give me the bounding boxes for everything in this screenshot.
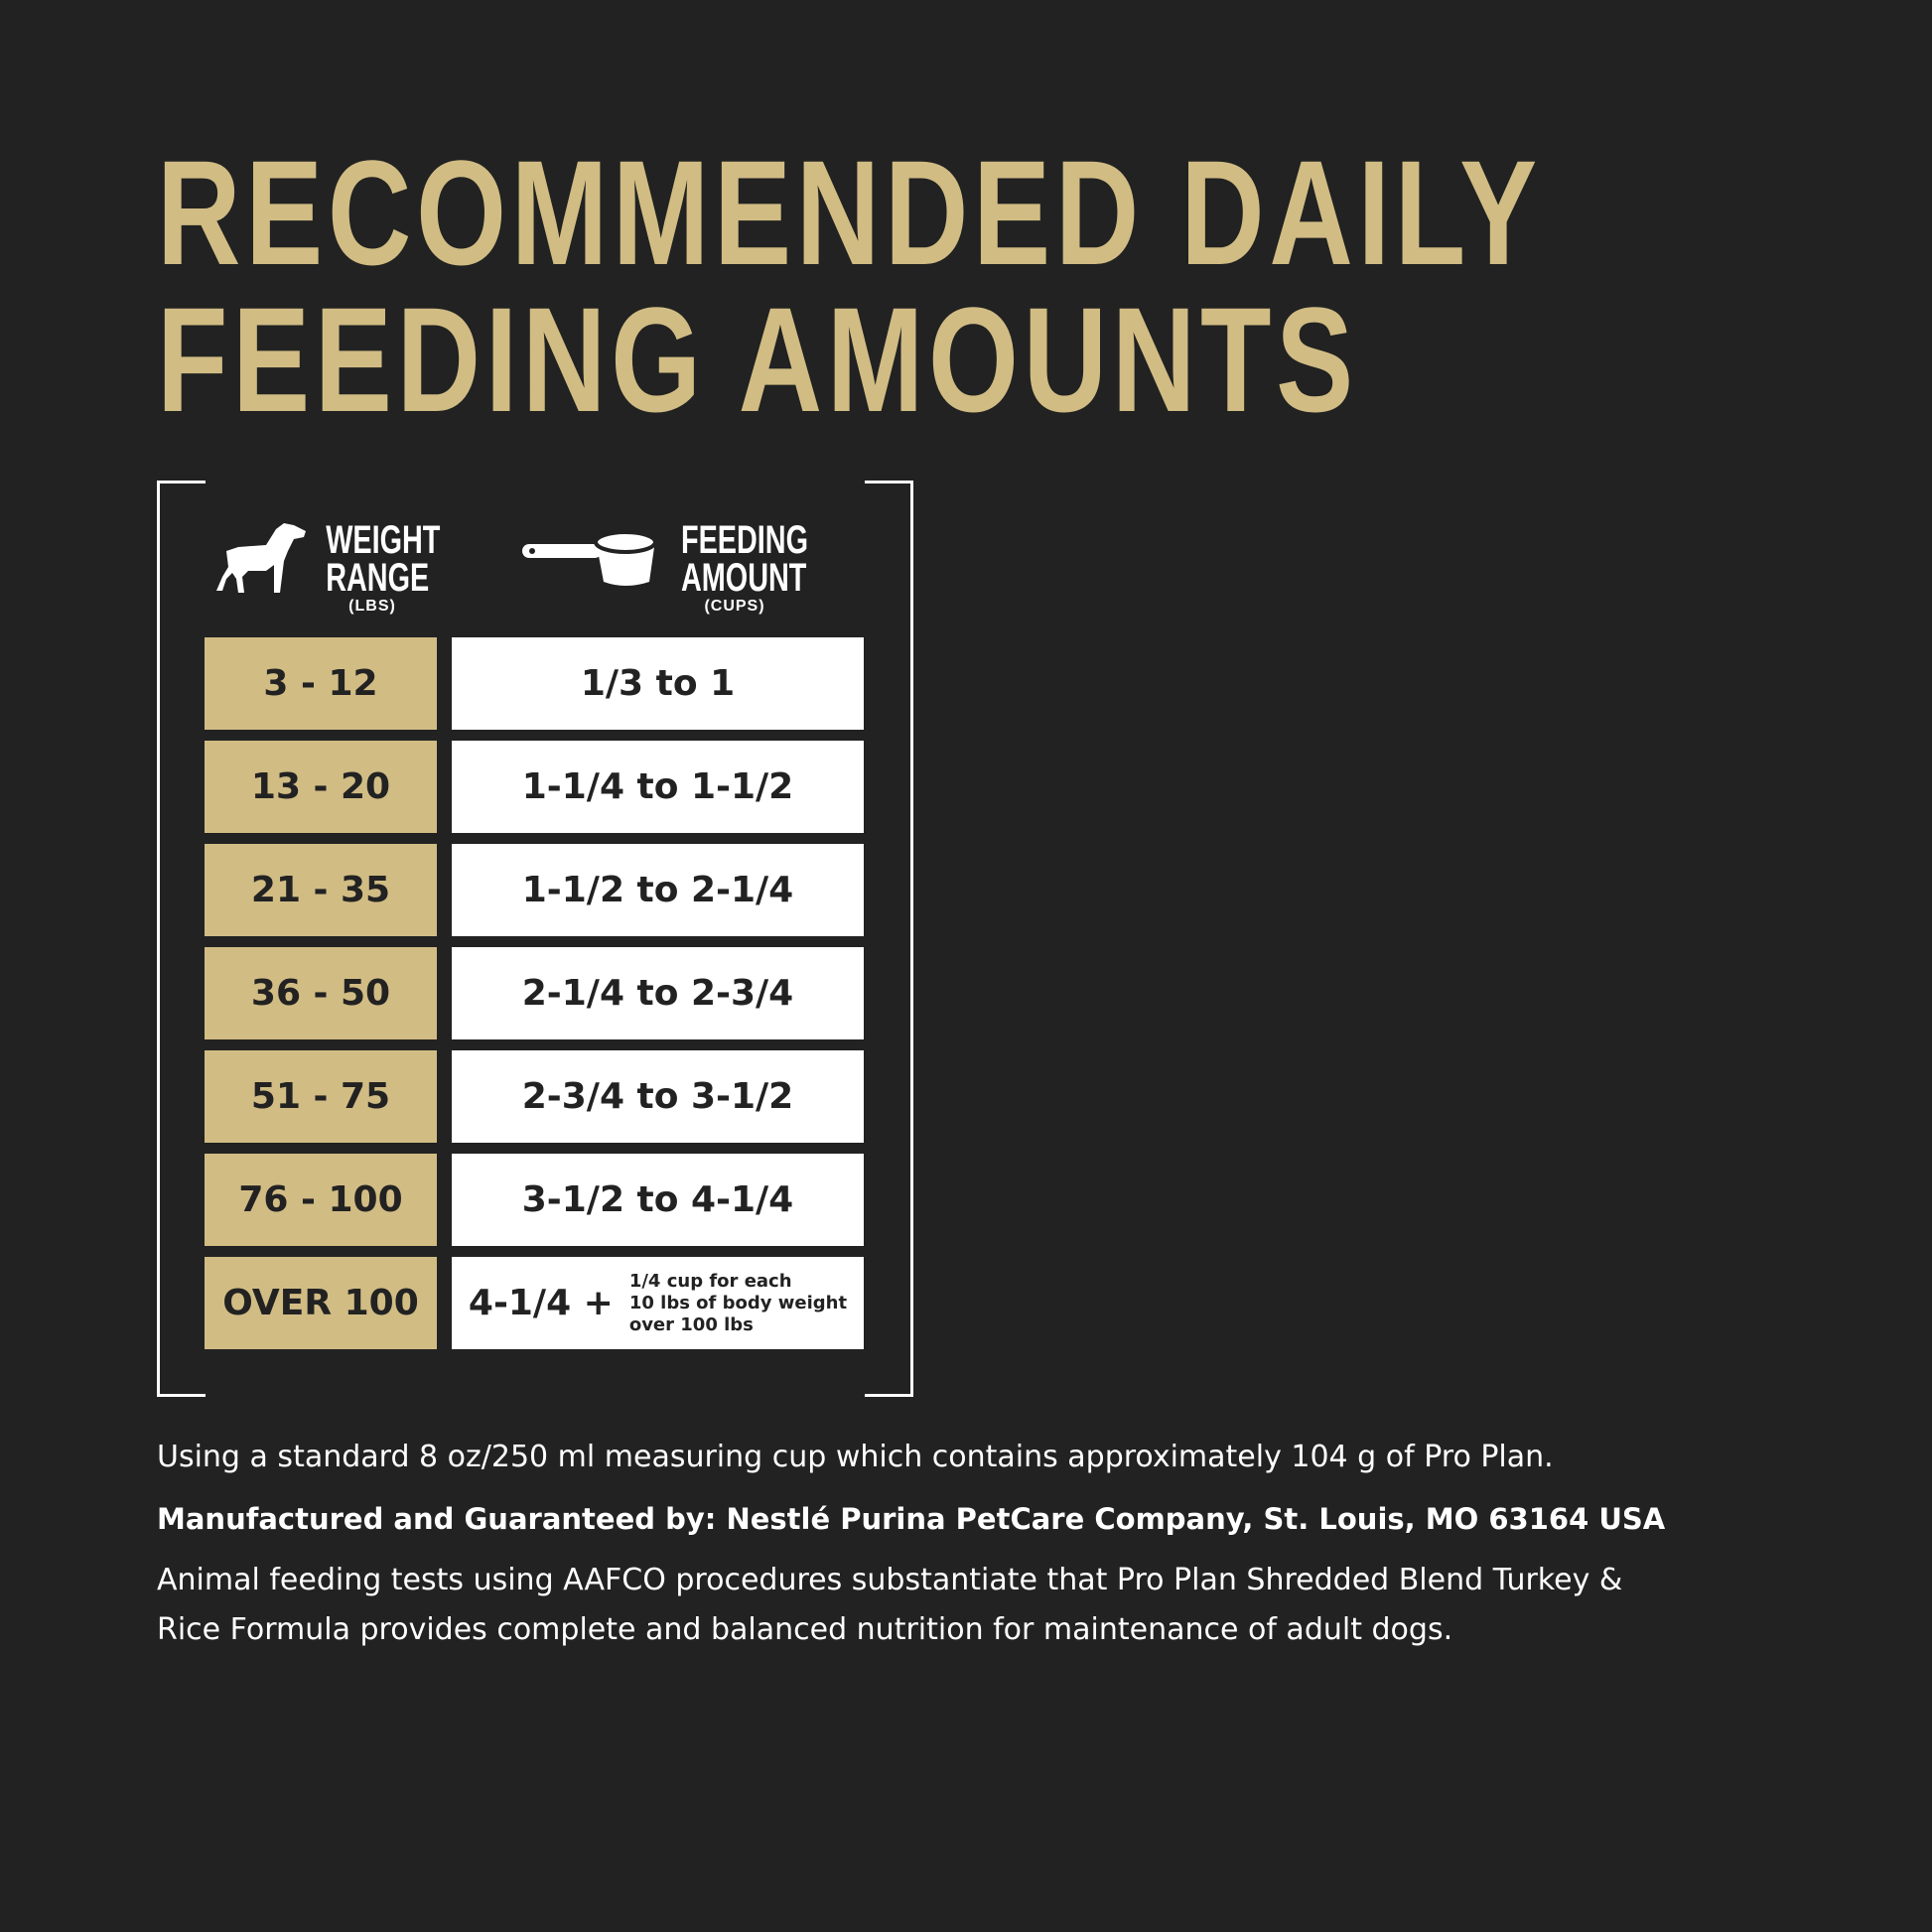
dog-icon (216, 523, 306, 593)
weight-cell: 36 - 50 (205, 947, 437, 1039)
table-row: 51 - 75 2-3/4 to 3-1/2 (205, 1050, 864, 1143)
feeding-amount-header: FEEDING AMOUNT (CUPS) (660, 518, 809, 617)
weight-range-header: WEIGHT RANGE (LBS) (308, 518, 441, 617)
table-row: 36 - 50 2-1/4 to 2-3/4 (205, 947, 864, 1039)
aafco-statement: Animal feeding tests using AAFCO procedu… (157, 1556, 1785, 1655)
manufacturer-note: Manufactured and Guaranteed by: Nestlé P… (157, 1502, 1666, 1536)
cup-note: Using a standard 8 oz/250 ml measuring c… (157, 1440, 1554, 1474)
weight-header-line2: RANGE (326, 556, 430, 600)
feeding-header-unit: (CUPS) (704, 598, 765, 615)
weight-cell: 21 - 35 (205, 844, 437, 936)
table-row: OVER 100 4-1/4 + 1/4 cup for each 10 lbs… (205, 1257, 864, 1349)
table-row: 3 - 12 1/3 to 1 (205, 637, 864, 730)
weight-cell: 51 - 75 (205, 1050, 437, 1143)
right-bracket (865, 481, 913, 1397)
title-line-2: FEEDING AMOUNTS (157, 276, 1358, 443)
feeding-header-line2: AMOUNT (681, 556, 807, 600)
table-row: 21 - 35 1-1/2 to 2-1/4 (205, 844, 864, 936)
note-line: 1/4 cup for each (628, 1270, 792, 1292)
amount-note: 1/4 cup for each 10 lbs of body weight o… (629, 1271, 847, 1336)
amount-cell: 4-1/4 + 1/4 cup for each 10 lbs of body … (452, 1257, 864, 1349)
left-bracket (157, 481, 206, 1397)
title-line-1: RECOMMENDED DAILY (157, 129, 1542, 296)
weight-cell: 3 - 12 (205, 637, 437, 730)
weight-header-line1: WEIGHT (326, 518, 441, 562)
amount-cell: 3-1/2 to 4-1/4 (452, 1154, 864, 1246)
table-row: 13 - 20 1-1/4 to 1-1/2 (205, 741, 864, 833)
measuring-cup-icon (522, 530, 657, 586)
aafco-line-1: Animal feeding tests using AAFCO procedu… (157, 1563, 1623, 1597)
table-row: 76 - 100 3-1/2 to 4-1/4 (205, 1154, 864, 1246)
amount-cell: 2-3/4 to 3-1/2 (452, 1050, 864, 1143)
note-line: over 100 lbs (628, 1313, 754, 1335)
page-title: RECOMMENDED DAILY FEEDING AMOUNTS (157, 138, 1542, 434)
aafco-line-2: Rice Formula provides complete and balan… (157, 1612, 1453, 1647)
amount-cell: 1-1/2 to 2-1/4 (452, 844, 864, 936)
amount-cell: 2-1/4 to 2-3/4 (452, 947, 864, 1039)
weight-cell: 76 - 100 (205, 1154, 437, 1246)
weight-header-unit: (LBS) (348, 598, 396, 615)
feeding-header-line1: FEEDING (681, 518, 809, 562)
amount-value: 4-1/4 + (468, 1283, 614, 1323)
amount-cell: 1/3 to 1 (452, 637, 864, 730)
amount-cell: 1-1/4 to 1-1/2 (452, 741, 864, 833)
weight-cell: 13 - 20 (205, 741, 437, 833)
note-line: 10 lbs of body weight (628, 1292, 848, 1313)
weight-cell: OVER 100 (205, 1257, 437, 1349)
